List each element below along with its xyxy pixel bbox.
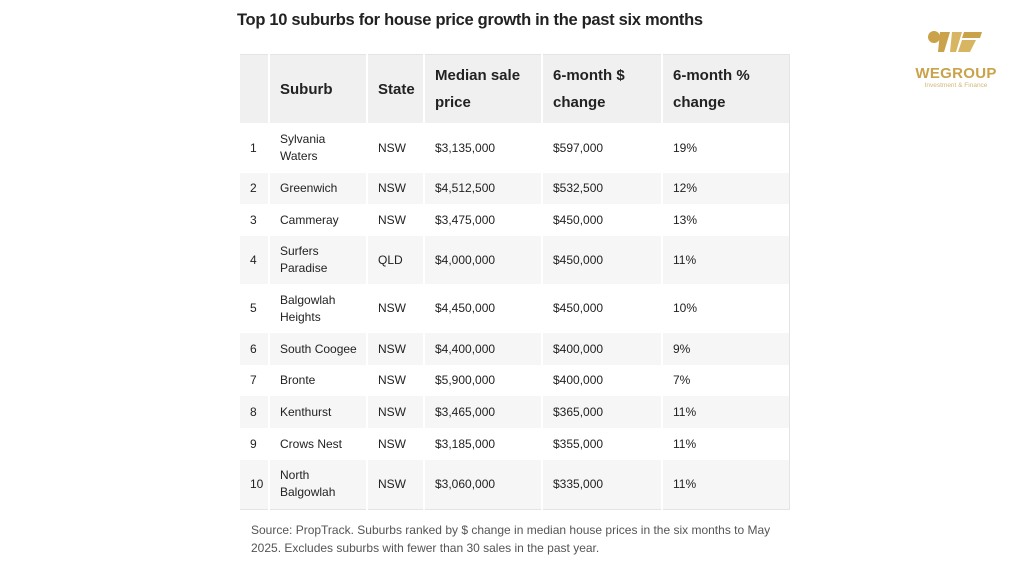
table-cell: QLD <box>366 236 424 284</box>
table: Suburb State Median sale price 6-month $ ch… <box>238 54 790 510</box>
source-note: Source: PropTrack. Suburbs ranked by $ c… <box>251 523 771 555</box>
table-cell: 11% <box>661 428 789 460</box>
table-cell: Surfers Paradise <box>268 236 367 284</box>
table-cell: Sylvania Waters <box>268 123 367 173</box>
table-cell: $355,000 <box>541 428 662 460</box>
table-row: 4 Surfers Paradise QLD $4,000,000 $450,000 11… <box>238 236 789 284</box>
table-cell: 8 <box>238 396 269 428</box>
table-cell: NSW <box>366 123 424 173</box>
table-row: 10 North Balgowlah NSW $3,060,000 $335,000 11… <box>238 460 789 509</box>
table-cell: $365,000 <box>541 396 662 428</box>
title: Top 10 suburbs for house price growth in… <box>237 11 703 29</box>
table-cell: $3,060,000 <box>423 460 542 509</box>
table-row: 2 Greenwich NSW $4,512,500 $532,500 12% <box>238 173 789 204</box>
table-cell: $4,400,000 <box>423 333 542 365</box>
table-cell: $3,185,000 <box>423 428 542 460</box>
table-cell: $3,135,000 <box>423 123 542 173</box>
table-cell: $450,000 <box>541 236 662 284</box>
table-cell: $450,000 <box>541 284 662 333</box>
table-cell: $335,000 <box>541 460 662 509</box>
table-cell: 5 <box>238 284 269 333</box>
table-cell: NSW <box>366 365 424 396</box>
table-cell: North Balgowlah <box>268 460 367 509</box>
table-cell: 10% <box>661 284 789 333</box>
table-cell: 3 <box>238 204 269 236</box>
table-cell: 7% <box>661 365 789 396</box>
logo-name: WEGROUP <box>915 65 997 82</box>
header-cell: Median sale price <box>423 54 542 123</box>
table-cell: $5,900,000 <box>423 365 542 396</box>
table-row: 3 Cammeray NSW $3,475,000 $450,000 13% <box>238 204 789 236</box>
table-cell: NSW <box>366 204 424 236</box>
table-cell: 9 <box>238 428 269 460</box>
table-row: 7 Bronte NSW $5,900,000 $400,000 7% <box>238 365 789 396</box>
table-cell: NSW <box>366 333 424 365</box>
header-cell: 6-month % change <box>661 54 789 123</box>
table-cell: 13% <box>661 204 789 236</box>
header-cell: State <box>366 54 424 123</box>
table-cell: NSW <box>366 396 424 428</box>
logo-tagline: Investment & Finance <box>924 82 988 89</box>
table-row: 1 Sylvania Waters NSW $3,135,000 $597,000 19% <box>238 123 789 173</box>
table-cell: 11% <box>661 236 789 284</box>
logo-icon <box>928 31 982 52</box>
table-cell: NSW <box>366 460 424 509</box>
header-cell <box>238 54 269 123</box>
table-cell: Kenthurst <box>268 396 367 428</box>
logo: WEGROUP Investment & Finance <box>906 26 1006 89</box>
table-cell: NSW <box>366 428 424 460</box>
table-cell: South Coogee <box>268 333 367 365</box>
table-cell: 7 <box>238 365 269 396</box>
table-cell: 9% <box>661 333 789 365</box>
table-cell: Bronte <box>268 365 367 396</box>
table-cell: 4 <box>238 236 269 284</box>
table-cell: 1 <box>238 123 269 173</box>
table-cell: $3,475,000 <box>423 204 542 236</box>
table-cell: $3,465,000 <box>423 396 542 428</box>
header-row: Suburb State Median sale price 6-month $ ch… <box>238 54 789 123</box>
table-cell: 6 <box>238 333 269 365</box>
table-cell: $400,000 <box>541 365 662 396</box>
table-cell: $4,450,000 <box>423 284 542 333</box>
table-row: 5 Balgowlah Heights NSW $4,450,000 $450,000 1… <box>238 284 789 333</box>
table-cell: 11% <box>661 396 789 428</box>
table-cell: Cammeray <box>268 204 367 236</box>
header-cell: 6-month $ change <box>541 54 662 123</box>
table-cell: NSW <box>366 284 424 333</box>
table-cell: $532,500 <box>541 173 662 204</box>
table-cell: Balgowlah Heights <box>268 284 367 333</box>
table-cell: Crows Nest <box>268 428 367 460</box>
table-cell: 19% <box>661 123 789 173</box>
table-cell: $450,000 <box>541 204 662 236</box>
table-row: 6 South Coogee NSW $4,400,000 $400,000 9% <box>238 333 789 365</box>
table-cell: NSW <box>366 173 424 204</box>
table-cell: 11% <box>661 460 789 509</box>
table-cell: $400,000 <box>541 333 662 365</box>
table-cell: 12% <box>661 173 789 204</box>
header-cell: Suburb <box>268 54 367 123</box>
table-cell: 2 <box>238 173 269 204</box>
table-row: 9 Crows Nest NSW $3,185,000 $355,000 11% <box>238 428 789 460</box>
table-cell: 10 <box>238 460 269 509</box>
table-cell: $4,512,500 <box>423 173 542 204</box>
table-row: 8 Kenthurst NSW $3,465,000 $365,000 11% <box>238 396 789 428</box>
table-cell: $4,000,000 <box>423 236 542 284</box>
table-cell: $597,000 <box>541 123 662 173</box>
table-cell: Greenwich <box>268 173 367 204</box>
